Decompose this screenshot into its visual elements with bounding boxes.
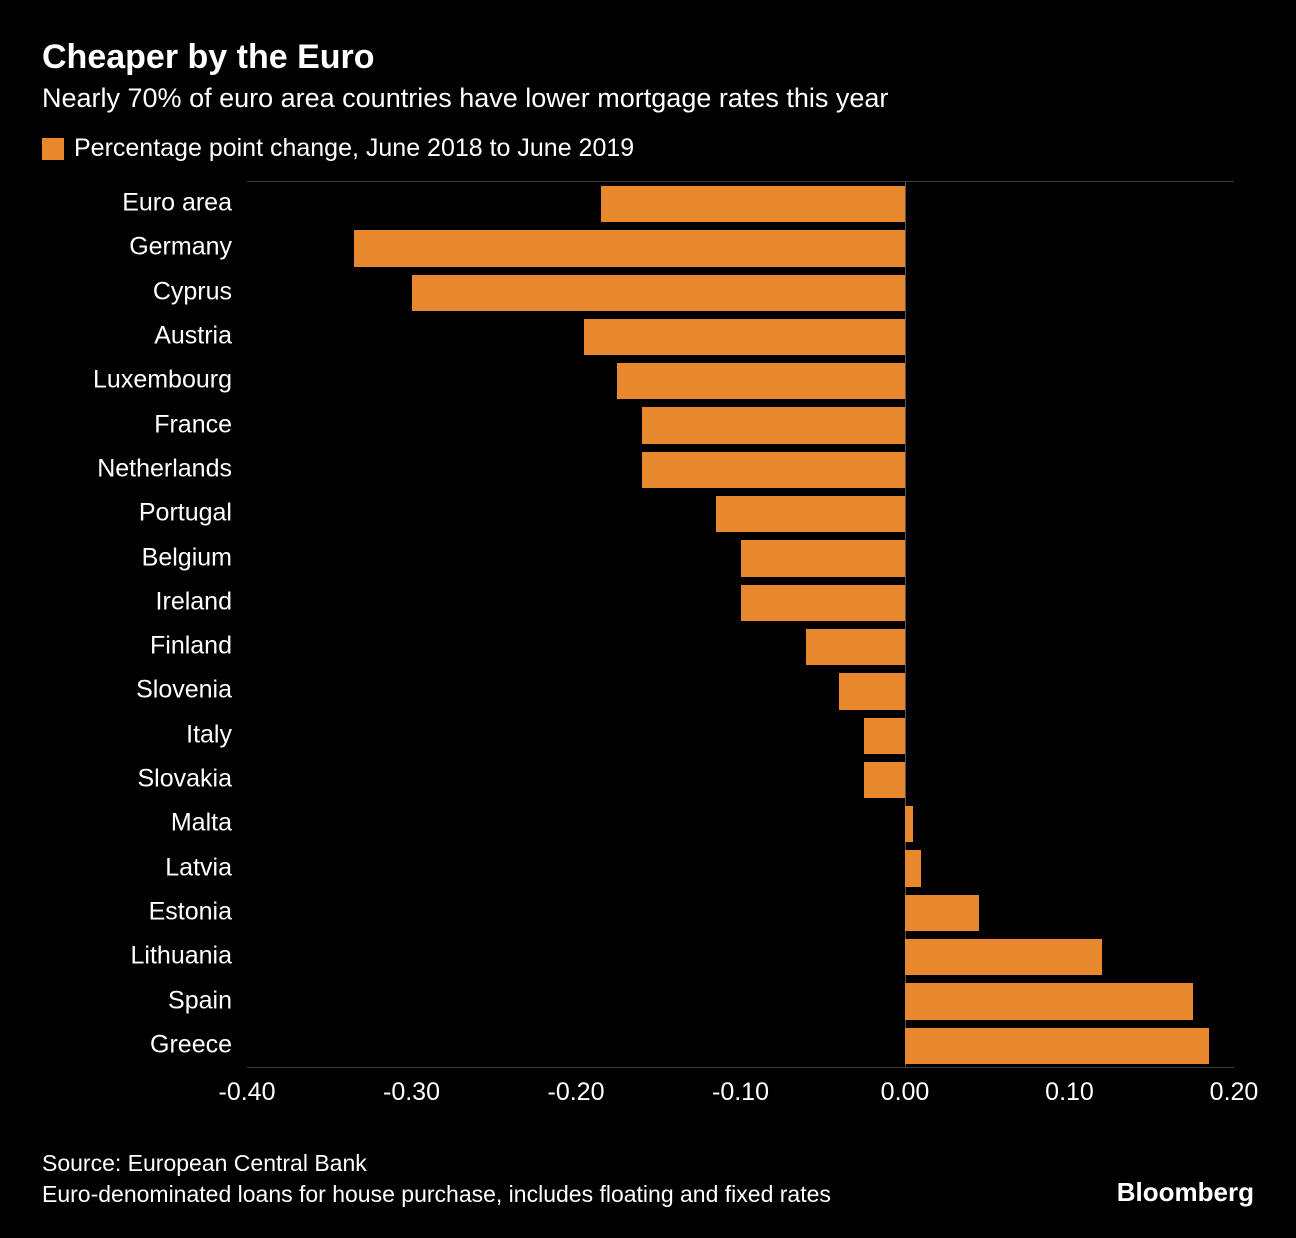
source-line-2: Euro-denominated loans for house purchas…: [42, 1179, 1254, 1210]
y-axis-label: Spain: [168, 986, 232, 1015]
y-axis-label: Finland: [150, 632, 232, 661]
x-axis-tick: 0.20: [1210, 1078, 1259, 1107]
bar: [741, 540, 906, 576]
y-axis-label: Lithuania: [131, 942, 232, 971]
zero-line: [905, 182, 906, 1067]
bar: [905, 895, 979, 931]
bar: [806, 629, 905, 665]
y-axis-label: Germany: [129, 233, 232, 262]
brand-label: Bloomberg: [1117, 1177, 1254, 1208]
legend-label: Percentage point change, June 2018 to Ju…: [74, 134, 634, 163]
y-axis-label: Greece: [150, 1030, 232, 1059]
y-axis-label: Malta: [171, 809, 232, 838]
x-axis-tick: 0.10: [1045, 1078, 1094, 1107]
x-axis-tick: -0.30: [383, 1078, 440, 1107]
bar: [905, 1028, 1209, 1064]
chart-footer: Source: European Central Bank Euro-denom…: [42, 1148, 1254, 1210]
bar: [905, 850, 921, 886]
y-axis-label: Slovenia: [136, 676, 232, 705]
bar: [617, 363, 905, 399]
x-axis-tick: -0.20: [548, 1078, 605, 1107]
bar: [642, 452, 905, 488]
bar: [642, 407, 905, 443]
y-axis-label: Euro area: [122, 189, 232, 218]
y-axis-label: Slovakia: [138, 765, 233, 794]
bar: [584, 319, 905, 355]
y-axis-label: France: [154, 410, 232, 439]
chart-title: Cheaper by the Euro: [42, 38, 1254, 77]
chart-container: Cheaper by the Euro Nearly 70% of euro a…: [0, 0, 1296, 1238]
bar: [864, 718, 905, 754]
bar: [601, 186, 905, 222]
y-axis-label: Cyprus: [153, 277, 232, 306]
x-axis: -0.40-0.30-0.20-0.100.000.100.20: [247, 1067, 1234, 1111]
chart-subtitle: Nearly 70% of euro area countries have l…: [42, 83, 1254, 114]
bar: [354, 230, 905, 266]
y-axis-label: Austria: [154, 322, 232, 351]
x-axis-tick: 0.00: [881, 1078, 930, 1107]
bar: [905, 806, 913, 842]
y-axis-label: Italy: [186, 720, 232, 749]
source-line-1: Source: European Central Bank: [42, 1148, 1254, 1179]
y-axis-label: Netherlands: [97, 454, 232, 483]
y-axis-label: Estonia: [149, 897, 232, 926]
bar: [839, 673, 905, 709]
legend: Percentage point change, June 2018 to Ju…: [42, 134, 1254, 163]
y-axis-labels: Euro area Germany Cyprus Austria Luxembourg F…: [42, 181, 232, 1111]
bar: [905, 939, 1102, 975]
x-axis-tick: -0.10: [712, 1078, 769, 1107]
bar: [864, 762, 905, 798]
chart-area: Euro area Germany Cyprus Austria Luxembourg F…: [42, 181, 1254, 1111]
y-axis-label: Portugal: [139, 499, 232, 528]
y-axis-label: Luxembourg: [93, 366, 232, 395]
y-axis-label: Ireland: [156, 587, 232, 616]
x-axis-tick: -0.40: [219, 1078, 276, 1107]
bar: [741, 585, 906, 621]
bar: [716, 496, 905, 532]
y-axis-label: Latvia: [165, 853, 232, 882]
legend-swatch: [42, 138, 64, 160]
y-axis-label: Belgium: [142, 543, 232, 572]
plot-area: -0.40-0.30-0.20-0.100.000.100.20: [247, 181, 1234, 1111]
bar: [412, 275, 906, 311]
bar: [905, 983, 1193, 1019]
